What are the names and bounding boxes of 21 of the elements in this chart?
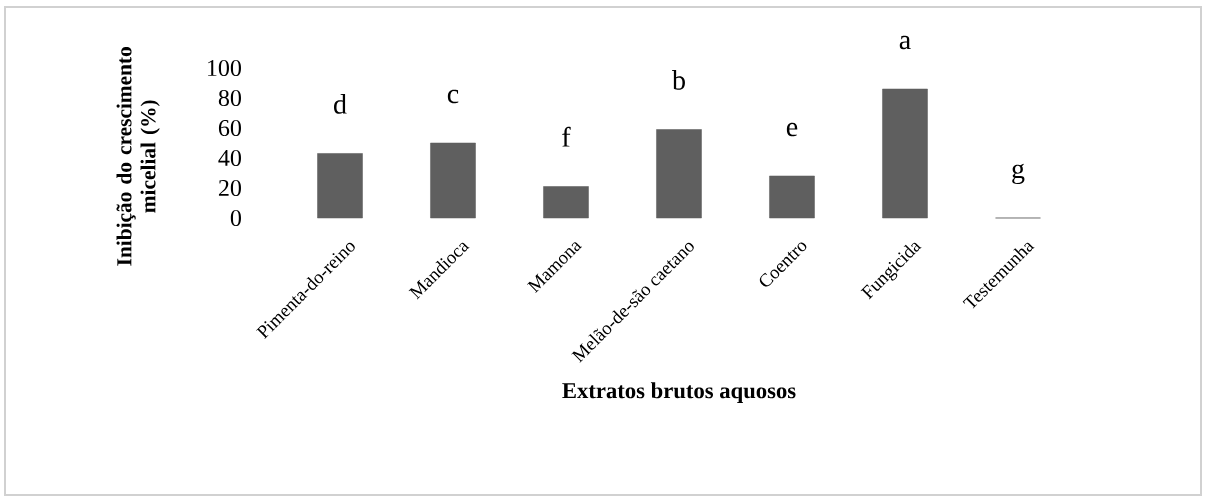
x-axis-title: Extratos brutos aquosos [562,382,796,403]
annotation: c [447,89,459,104]
y-tick-label: 40 [218,149,241,167]
y-tick-label: 100 [208,59,241,77]
annotation: e [786,122,798,137]
bar [769,175,815,219]
y-axis-title: Inibição do crescimento micelial (%) [116,47,160,266]
y-tick-label: 0 [230,209,241,227]
bar [543,186,589,219]
bar [317,153,363,219]
annotation: d [334,94,347,114]
annotation: g [1012,163,1025,185]
bar [882,88,928,219]
y-tick-label: 20 [218,179,241,197]
bar [656,129,702,219]
annotation: f [562,126,571,147]
y-tick-label: 60 [218,119,241,137]
y-tick-label: 80 [218,89,241,107]
bar [430,142,476,219]
text: a [899,35,911,50]
annotation: b [672,70,685,90]
